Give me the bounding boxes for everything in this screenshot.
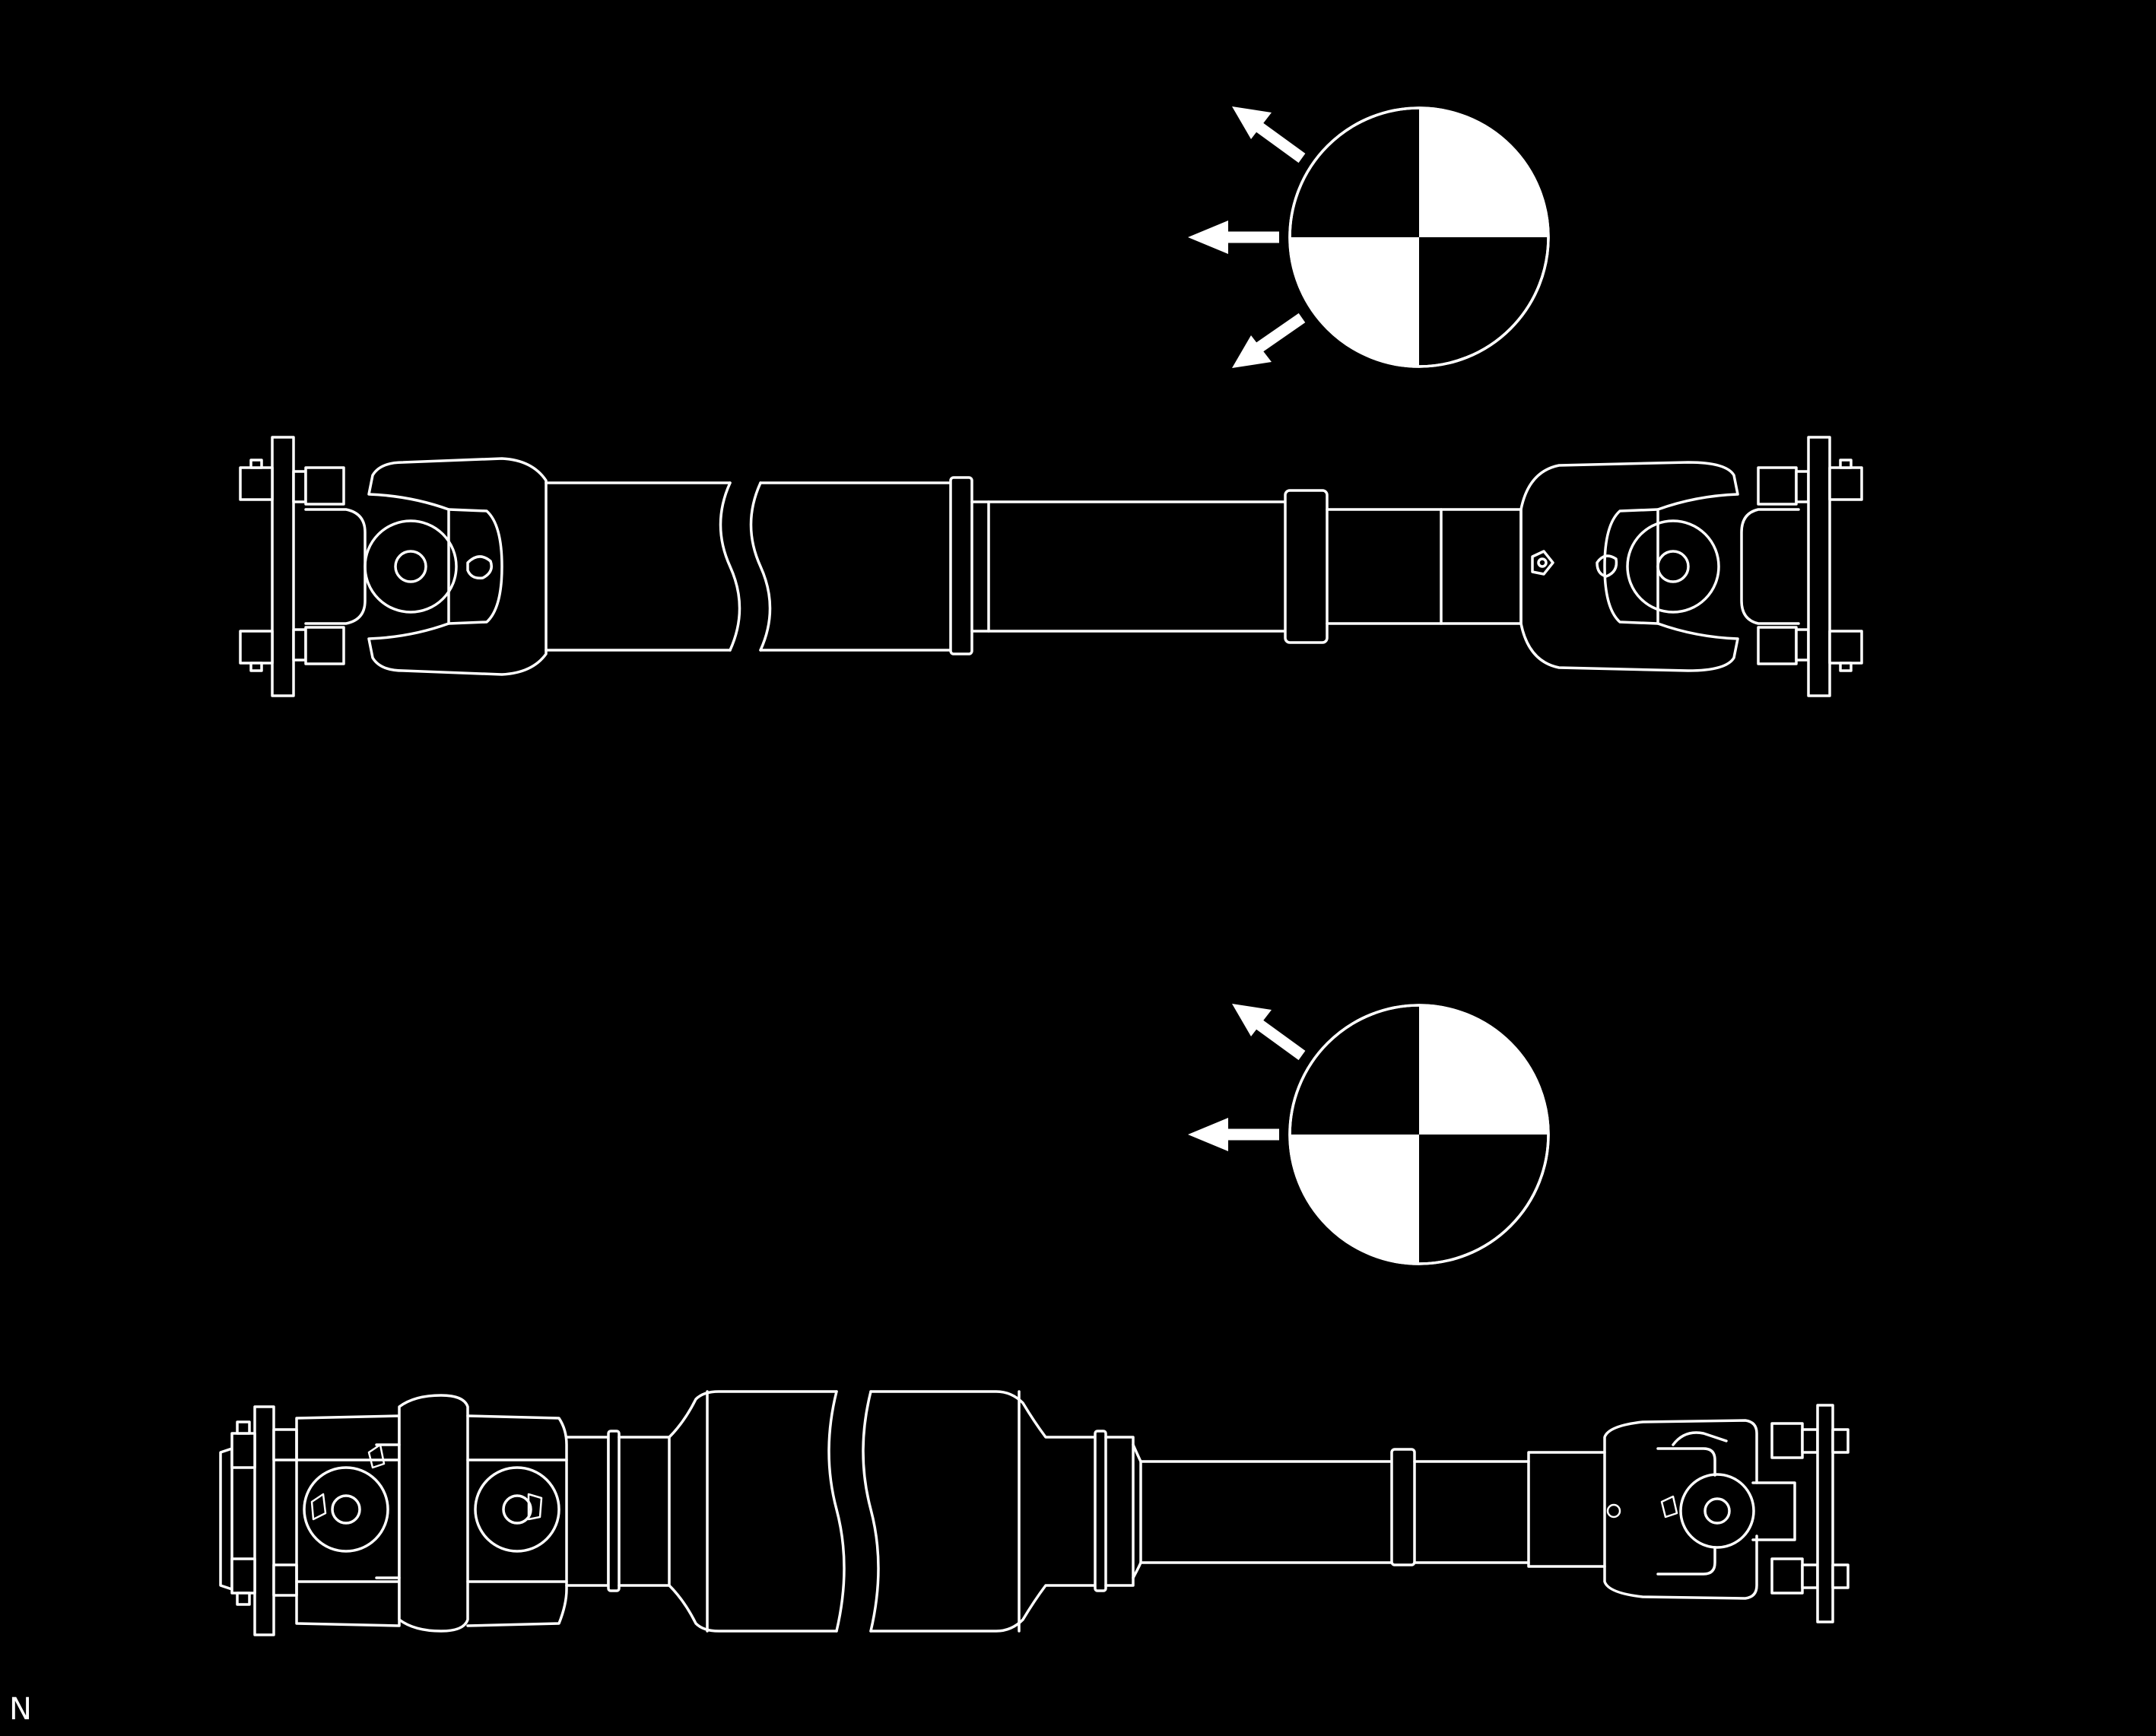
arrow-left-icon <box>1188 221 1279 254</box>
arrow-upper-left-icon <box>1232 1004 1306 1061</box>
balance-mark-lower <box>1288 1004 1550 1265</box>
propeller-shaft-lower <box>219 1390 1850 1636</box>
corner-label: N <box>9 1692 32 1727</box>
arrow-upper-left-icon <box>1232 106 1306 163</box>
arrow-left-icon <box>1188 1118 1279 1151</box>
propeller-shaft-upper <box>239 436 1863 697</box>
balance-mark-upper <box>1288 106 1550 368</box>
arrow-lower-left-icon <box>1232 313 1306 368</box>
